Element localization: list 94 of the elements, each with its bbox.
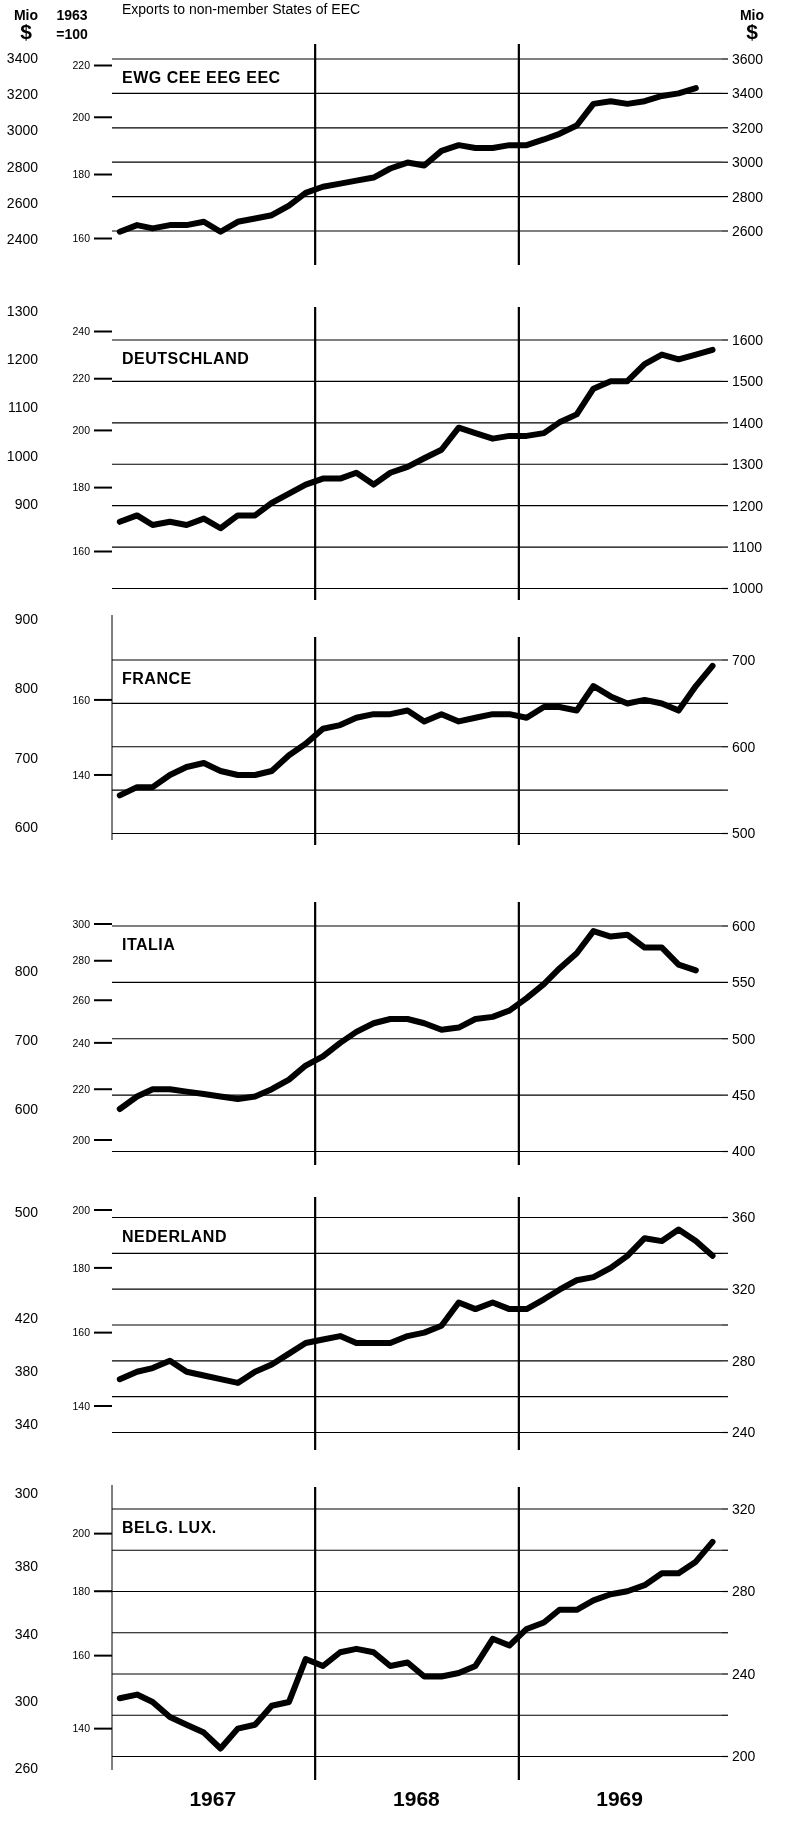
x-tick-label: 1968 <box>393 1787 441 1810</box>
text: FRANCE <box>122 670 192 687</box>
y3-tick-label: 700 <box>14 749 39 766</box>
y3-tick-label: 380 <box>14 1558 39 1575</box>
y3-tick-label: 1300 <box>6 302 39 319</box>
y2-tick-label: 550 <box>732 974 756 991</box>
y2-tick-label: 500 <box>732 1030 756 1047</box>
y2-tick-label: 3600 <box>732 50 764 67</box>
y-tick-label: 200 <box>72 1527 91 1540</box>
text: NEDERLAND <box>122 1227 227 1245</box>
y2-tick-label: 2800 <box>732 188 764 205</box>
y2-tick-label: 240 <box>732 1424 756 1441</box>
y2-tick-label: 1000 <box>732 580 764 597</box>
y2-tick-label: 450 <box>732 1087 756 1104</box>
y-tick-label: 160 <box>72 1326 91 1339</box>
y2-tick-label: 320 <box>732 1281 756 1298</box>
y-tick-label: 160 <box>72 232 91 245</box>
y3-tick-label: 700 <box>14 1031 39 1048</box>
y3-axis-title: Mio $ <box>13 7 39 43</box>
y3-tick-label: 900 <box>14 610 39 627</box>
y3-tick-label: 300 <box>14 1693 39 1710</box>
y3-tick-label: 340 <box>14 1625 39 1642</box>
y2-tick-label: 1100 <box>732 538 763 555</box>
y2-tick-label: 3000 <box>732 154 764 171</box>
x-tick-label: 1967 <box>189 1787 237 1810</box>
y-tick-label: 200 <box>72 110 91 123</box>
y2-tick-label: 700 <box>732 651 756 668</box>
y2-tick-label: 200 <box>732 1748 756 1765</box>
y-tick-label: 240 <box>72 325 91 338</box>
y3-tick-label: 3400 <box>6 49 39 66</box>
y2-tick-label: 320 <box>732 1500 756 1517</box>
y-axis-title: 1963 =100 <box>56 7 88 42</box>
y3-tick-label: 2800 <box>6 158 39 175</box>
y3-tick-label: 1200 <box>6 351 39 368</box>
y-tick-label: 220 <box>72 372 91 385</box>
y2-tick-label: 360 <box>732 1209 756 1226</box>
y3-tick-label: 420 <box>14 1309 39 1326</box>
y-tick-label: 140 <box>72 1399 91 1412</box>
y3-tick-label: 3200 <box>6 86 39 103</box>
y2-tick-label: 1600 <box>732 331 764 348</box>
y-tick-label: 140 <box>72 1722 91 1735</box>
y2-tick-label: 600 <box>732 738 756 755</box>
text: DEUTSCHLAND <box>122 350 250 367</box>
y2-tick-label: 240 <box>732 1665 756 1682</box>
y-tick-label: 200 <box>72 1133 91 1146</box>
y-tick-label: 180 <box>72 1261 91 1274</box>
y3-tick-label: 2400 <box>6 230 39 247</box>
y3-tick-label: 1100 <box>7 399 39 416</box>
y2-tick-label: 400 <box>732 1143 756 1160</box>
x-tick-label: 1969 <box>596 1787 643 1810</box>
y-tick-label: 140 <box>72 768 91 781</box>
y-tick-label: 160 <box>72 1649 91 1662</box>
y-tick-label: 180 <box>72 168 91 181</box>
y-tick-label: 160 <box>72 545 91 558</box>
text: Exports to non-member States of EEC <box>122 1 361 17</box>
y-tick-label: 200 <box>72 1203 91 1216</box>
y-tick-label: 180 <box>72 1584 91 1597</box>
y2-tick-label: 3200 <box>732 119 764 136</box>
y3-tick-label: 800 <box>14 962 39 979</box>
y2-tick-label: 600 <box>732 917 756 934</box>
y2-tick-label: 1500 <box>732 373 764 390</box>
y3-tick-label: 900 <box>14 495 39 512</box>
y2-tick-label: 1400 <box>732 414 764 431</box>
y3-tick-label: 800 <box>14 680 39 697</box>
y2-tick-label: 500 <box>732 825 756 842</box>
y-tick-label: 160 <box>72 693 91 706</box>
y3-tick-label: 260 <box>14 1760 39 1777</box>
y2-axis-title: Mio $ <box>739 7 765 43</box>
y3-tick-label: 600 <box>14 1100 39 1117</box>
y-tick-label: 300 <box>72 917 91 930</box>
y2-tick-label: 280 <box>732 1352 756 1369</box>
chart-title: EWG CEE EEG EEC <box>122 69 281 86</box>
y2-tick-label: 1300 <box>732 456 764 473</box>
y-tick-label: 240 <box>72 1036 91 1049</box>
y3-tick-label: 340 <box>14 1415 39 1432</box>
text: BELG. LUX. <box>122 1519 217 1536</box>
y2-tick-label: 3400 <box>732 85 764 102</box>
y2-tick-label: 2600 <box>732 222 764 239</box>
text: 300 <box>14 1484 39 1501</box>
y-tick-label: 180 <box>72 481 91 494</box>
y-tick-label: 220 <box>72 1082 91 1095</box>
y-tick-label: 260 <box>72 993 91 1006</box>
y3-tick-label: 3000 <box>6 122 39 139</box>
y-tick-label: 220 <box>72 59 91 72</box>
y3-tick-label: 380 <box>14 1362 39 1379</box>
y3-tick-label: 600 <box>14 819 39 836</box>
y-tick-label: 200 <box>72 424 91 437</box>
y3-tick-label: 500 <box>14 1203 39 1220</box>
y2-tick-label: 280 <box>732 1583 756 1600</box>
y3-tick-label: 2600 <box>6 194 39 211</box>
y3-tick-label: 1000 <box>6 447 39 464</box>
text: ITALIA <box>122 936 176 953</box>
y-tick-label: 280 <box>72 954 91 967</box>
y2-tick-label: 1200 <box>732 497 764 514</box>
